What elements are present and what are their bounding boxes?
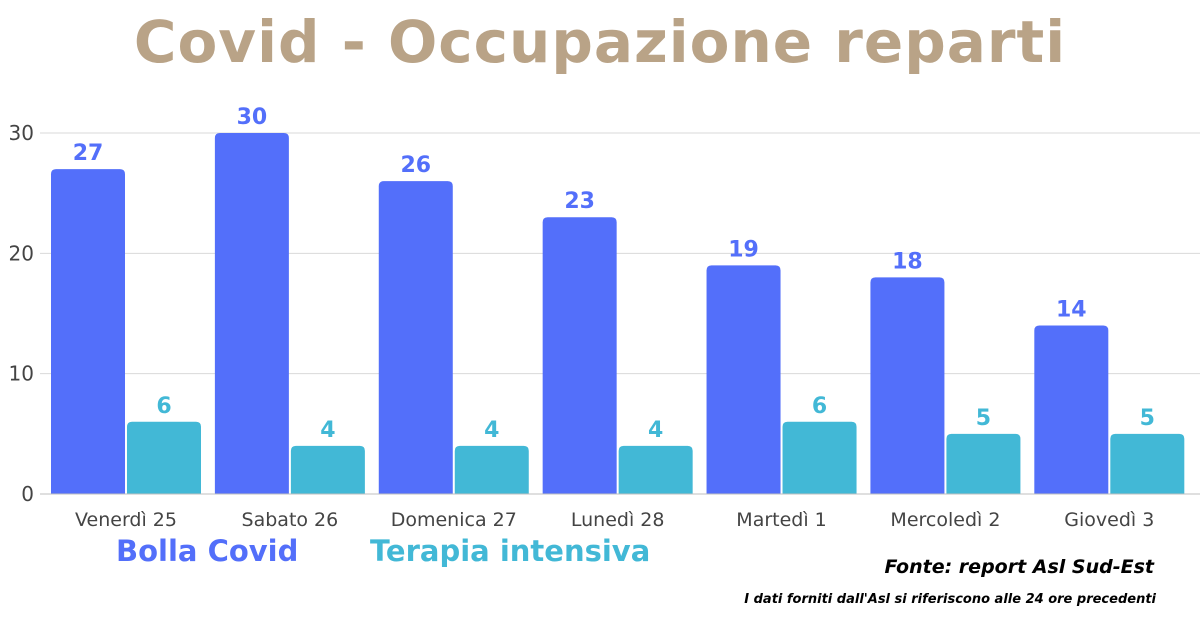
legend-entry-bolla-covid: Bolla Covid — [116, 534, 299, 568]
x-tick-label: Giovedì 3 — [1064, 509, 1154, 530]
bar-bolla-covid — [214, 133, 289, 494]
bar-terapia-intensiva — [127, 421, 201, 494]
data-label: 6 — [812, 394, 827, 419]
x-tick-label: Lunedì 28 — [571, 509, 665, 530]
source-label: Fonte: report Asl Sud-Est — [884, 556, 1154, 578]
x-tick-label: Domenica 27 — [391, 509, 517, 530]
data-label: 5 — [1140, 406, 1155, 431]
data-label: 19 — [728, 237, 759, 262]
bar-bolla-covid — [542, 217, 617, 494]
chart-title: Covid - Occupazione reparti — [133, 8, 1067, 76]
bar-terapia-intensiva — [1110, 433, 1185, 494]
bar-bolla-covid — [1034, 325, 1109, 494]
x-tick-label: Martedì 1 — [736, 509, 826, 530]
bar-bolla-covid — [706, 265, 781, 494]
bar-bolla-covid — [51, 169, 125, 494]
data-label: 23 — [564, 189, 595, 214]
y-tick-label: 30 — [9, 121, 34, 145]
data-label: 26 — [400, 153, 431, 178]
x-tick-label: Venerdì 25 — [75, 509, 177, 530]
data-label: 5 — [976, 406, 991, 431]
bar-terapia-intensiva — [290, 445, 365, 494]
legend-entry-terapia-intensiva: Terapia intensiva — [370, 534, 651, 568]
bar-terapia-intensiva — [618, 445, 693, 494]
data-label: 14 — [1056, 298, 1087, 323]
footnote: I dati forniti dall'Asl si riferiscono a… — [744, 592, 1156, 607]
y-tick-label: 0 — [21, 482, 34, 506]
y-tick-label: 10 — [9, 362, 34, 386]
bar-bolla-covid — [870, 277, 945, 494]
bar-terapia-intensiva — [454, 445, 529, 494]
bar-chart: 0 10 20 30 27 6 Venerdì 25 30 4 Sabato 26 26 4 Domen… — [9, 105, 1200, 530]
x-tick-label: Mercoledì 2 — [890, 509, 1000, 530]
x-tick-label: Sabato 26 — [242, 509, 339, 530]
data-label: 4 — [648, 418, 663, 443]
data-label: 4 — [484, 418, 499, 443]
data-label: 6 — [156, 394, 171, 419]
data-label: 4 — [320, 418, 335, 443]
bar-bolla-covid — [378, 181, 453, 494]
data-label: 27 — [73, 141, 104, 166]
data-label: 18 — [892, 249, 923, 274]
y-tick-label: 20 — [9, 241, 34, 265]
bar-terapia-intensiva — [782, 421, 857, 494]
data-label: 30 — [237, 105, 268, 130]
bar-terapia-intensiva — [946, 433, 1021, 494]
